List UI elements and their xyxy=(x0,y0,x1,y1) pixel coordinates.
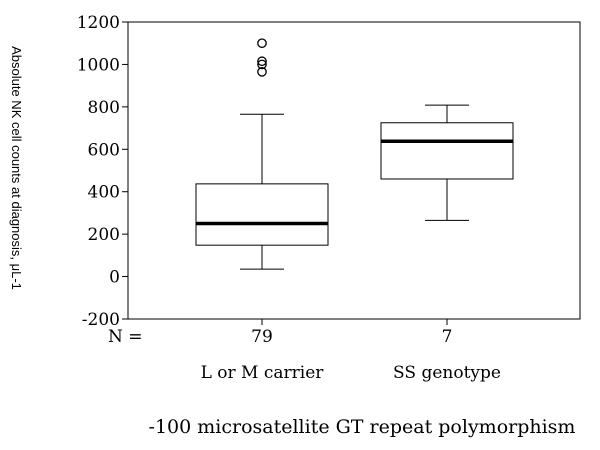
n-value: 79 xyxy=(251,327,273,347)
box-iqr xyxy=(380,122,514,180)
n-value: 7 xyxy=(442,327,453,347)
y-tick-label: 1200 xyxy=(77,13,120,33)
y-tick-label: 800 xyxy=(88,98,120,118)
n-values: 79 7 xyxy=(251,327,452,347)
y-axis-label: Absolute NK cell counts at diagnosis, μL… xyxy=(9,46,24,290)
x-category-label: L or M carrier xyxy=(201,363,325,383)
y-tick-label: 400 xyxy=(88,183,120,203)
x-category-label: SS genotype xyxy=(393,363,501,383)
plot-frame xyxy=(127,21,581,320)
outlier-point xyxy=(257,59,267,70)
y-tick-label: 1000 xyxy=(77,55,120,75)
x-category-labels: L or M carrier SS genotype xyxy=(201,363,501,383)
x-axis-label: -100 microsatellite GT repeat polymorphi… xyxy=(149,416,576,438)
y-tick-label: -200 xyxy=(82,310,120,330)
n-label: N = xyxy=(108,327,143,347)
y-tick-label: 600 xyxy=(88,140,120,160)
outlier-point xyxy=(257,38,267,49)
outlier-point xyxy=(257,67,267,77)
y-axis-ticks: -200 0 200 400 600 800 1000 1200 xyxy=(77,13,128,330)
outlier-point xyxy=(257,56,267,67)
box-series xyxy=(195,38,514,325)
y-tick-label: 200 xyxy=(88,225,120,245)
box-iqr xyxy=(195,183,329,246)
y-tick-label: 0 xyxy=(109,268,120,288)
